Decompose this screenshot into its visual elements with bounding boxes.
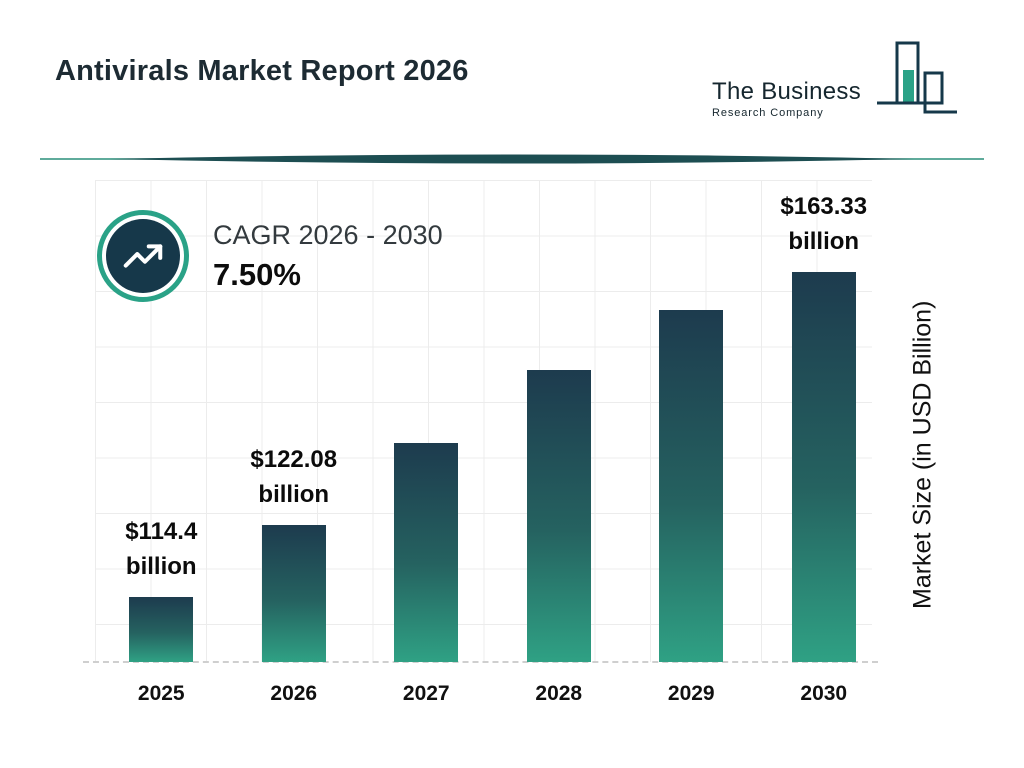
value-line-unit: billion [125,553,197,581]
bar-value-label-2025: $114.4 billion [125,515,197,585]
y-axis-label: Market Size (in USD Billion) [908,300,937,610]
bar-rect-2025 [129,597,194,662]
bars-row: $114.4 billion 2025 $122.08 billion 2026… [95,180,891,705]
cagr-text-block: CAGR 2026 - 2030 7.50% [213,220,443,293]
page-title: Antivirals Market Report 2026 [55,55,469,87]
cagr-badge: CAGR 2026 - 2030 7.50% [97,210,443,302]
company-logo: The Business Research Company [712,40,959,125]
bar-rect-2029 [659,310,724,662]
bar-group-2027: 2027 [360,180,493,705]
chart-area: CAGR 2026 - 2030 7.50% $114.4 billion 20… [83,180,878,705]
bar-rect-2028 [526,370,591,662]
x-axis-baseline [83,661,878,663]
cagr-circle [97,210,189,302]
x-tick-2027: 2027 [402,682,450,705]
bar-rect-2030 [791,272,856,662]
value-line-unit: billion [788,228,860,256]
bar-group-2026: $122.08 billion 2026 [228,180,361,705]
x-tick-2029: 2029 [667,682,715,705]
bar-group-2028: 2028 [493,180,626,705]
divider-line [40,150,984,168]
x-tick-2026: 2026 [270,682,318,705]
value-line-amount: $163.33 [780,193,868,221]
x-tick-2030: 2030 [800,682,848,705]
logo-bar-chart-icon [867,40,959,125]
bar-group-2030: $163.33 billion 2030 [758,180,891,705]
bar-group-2029: 2029 [625,180,758,705]
trending-up-icon [106,219,180,293]
value-line-amount: $122.08 [250,446,338,474]
x-tick-2028: 2028 [535,682,583,705]
bar-value-label-2026: $122.08 billion [250,443,337,513]
logo-name-line1: The Business [712,78,862,105]
value-line-amount: $114.4 [125,518,198,546]
cagr-value: 7.50% [213,256,301,292]
cagr-label: CAGR 2026 - 2030 [213,219,443,250]
bar-rect-2026 [261,525,326,662]
logo-name-line2: Research Company [712,107,824,119]
company-logo-text: The Business Research Company [712,78,861,119]
bar-rect-2027 [394,443,459,662]
x-tick-2025: 2025 [137,682,185,705]
value-line-unit: billion [258,481,330,509]
bar-value-label-2030: $163.33 billion [780,190,867,260]
bar-group-2025: $114.4 billion 2025 [95,180,228,705]
